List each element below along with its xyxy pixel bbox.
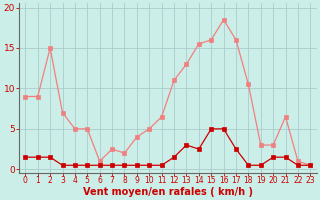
X-axis label: Vent moyen/en rafales ( km/h ): Vent moyen/en rafales ( km/h )	[83, 187, 253, 197]
